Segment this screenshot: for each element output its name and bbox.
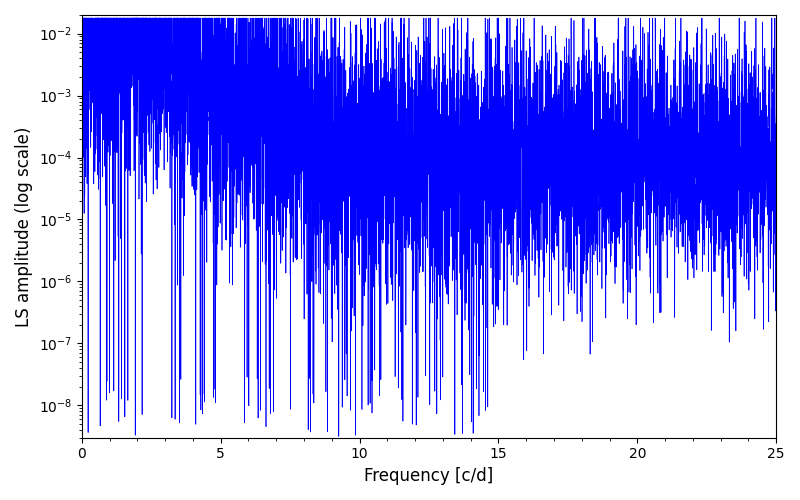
X-axis label: Frequency [c/d]: Frequency [c/d] xyxy=(364,467,494,485)
Y-axis label: LS amplitude (log scale): LS amplitude (log scale) xyxy=(15,126,33,326)
